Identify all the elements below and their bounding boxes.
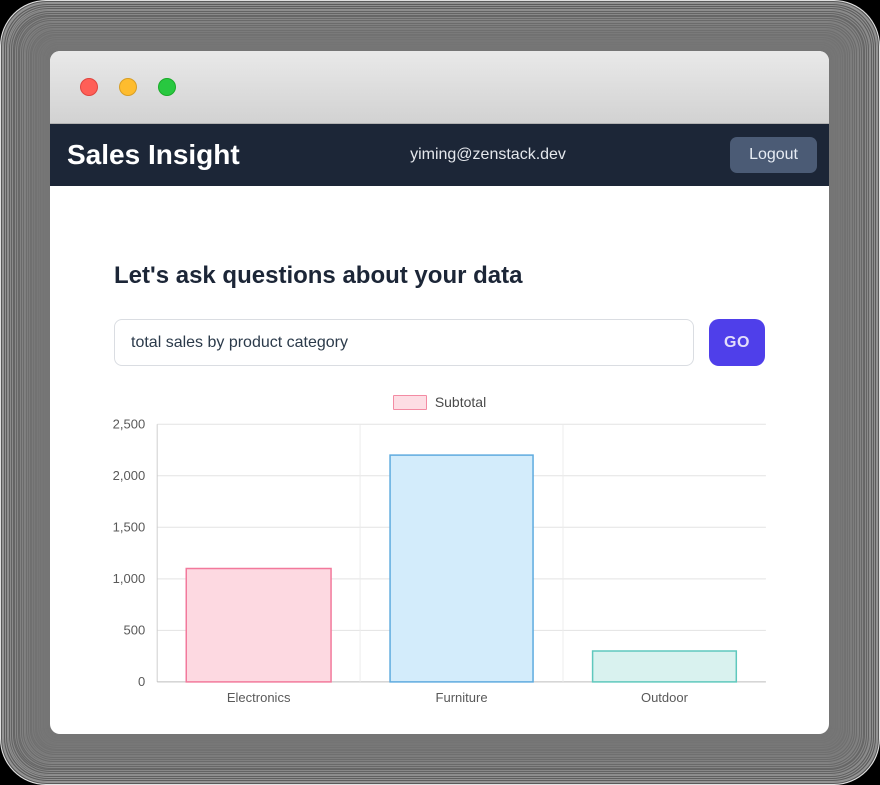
svg-text:0: 0 <box>138 674 145 689</box>
svg-text:2,000: 2,000 <box>113 468 146 483</box>
svg-text:Furniture: Furniture <box>436 690 488 705</box>
svg-text:1,500: 1,500 <box>113 520 146 535</box>
svg-text:2,500: 2,500 <box>113 417 146 432</box>
svg-text:1,000: 1,000 <box>113 572 146 587</box>
svg-text:Outdoor: Outdoor <box>641 690 689 705</box>
svg-text:Electronics: Electronics <box>227 690 291 705</box>
svg-text:500: 500 <box>123 623 145 638</box>
